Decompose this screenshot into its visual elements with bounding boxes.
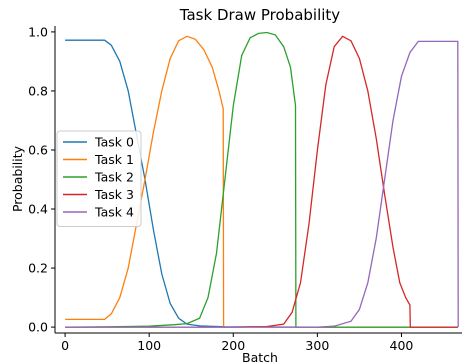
series-line-task-3 — [65, 35, 458, 328]
legend-label: Task 2 — [94, 170, 134, 185]
chart-title: Task Draw Probability — [179, 6, 341, 24]
x-tick-label: 200 — [221, 338, 245, 353]
y-tick-label: 0.8 — [28, 83, 48, 98]
legend: Task 0 Task 1 Task 2 Task 3 Task 4 — [56, 130, 142, 227]
y-tick-label: 0.0 — [28, 320, 48, 335]
y-tick-label: 1.0 — [28, 24, 48, 39]
y-tick-label: 0.6 — [28, 142, 48, 157]
series-layer — [65, 31, 459, 328]
series-line-task-0 — [65, 39, 458, 328]
legend-label: Task 4 — [94, 205, 134, 220]
x-axis-label: Batch — [242, 350, 278, 364]
series-line-task-1 — [65, 35, 458, 328]
legend-label: Task 0 — [94, 135, 134, 150]
legend-label: Task 3 — [94, 187, 134, 202]
legend-box — [56, 130, 142, 227]
legend-label: Task 1 — [94, 152, 134, 167]
y-tick-label: 0.4 — [28, 202, 48, 217]
y-axis-label: Probability — [10, 145, 25, 212]
series-line-task-4 — [65, 40, 459, 328]
axes: 0 100 200 300 400 0.0 0.2 0.4 0.6 0.8 1.0 — [28, 24, 462, 353]
x-tick-label: 0 — [61, 338, 69, 353]
x-tick-label: 400 — [390, 338, 414, 353]
y-tick-label: 0.2 — [28, 261, 48, 276]
x-tick-label: 100 — [137, 338, 161, 353]
x-tick-label: 300 — [305, 338, 329, 353]
series-line-task-2 — [65, 31, 458, 328]
